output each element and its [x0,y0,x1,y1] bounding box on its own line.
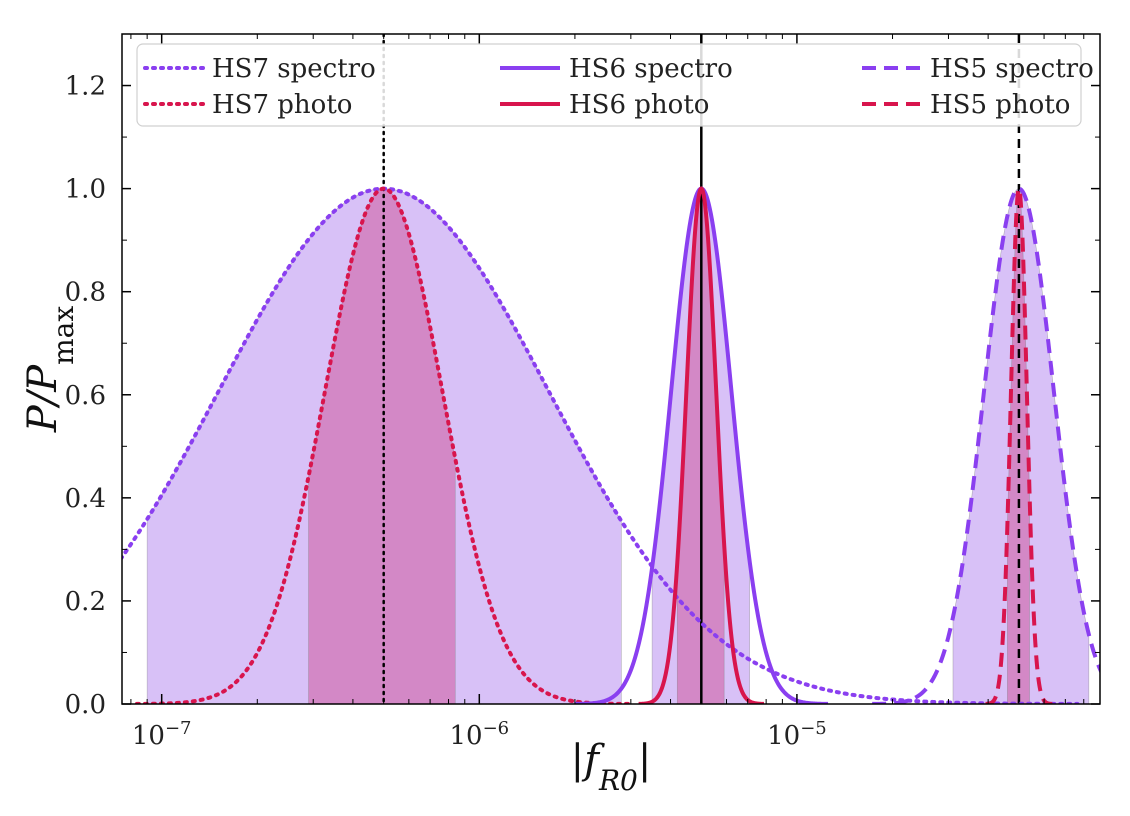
legend-item-hs7-spectro: HS7 spectro [143,54,376,84]
svg-text:HS5 photo: HS5 photo [930,90,1070,120]
legend-item-hs7-photo: HS7 photo [143,90,352,120]
plot-frame [121,33,1101,705]
legend: HS7 spectro HS7 photo HS6 spectro HS6 ph… [136,43,1094,127]
y-tick-label: 1.2 [65,72,106,102]
y-tick-label: 1.0 [65,175,106,205]
x-tick-label: 10−5 [767,718,827,752]
svg-text:HS7 photo: HS7 photo [212,90,352,120]
series-line-hs5-spectro [872,186,1100,704]
y-tick-label: 0.0 [65,690,106,720]
series-line-hs7-photo [134,186,633,704]
series-line-hs6-photo [638,186,765,704]
legend-item-hs6-spectro: HS6 spectro [500,54,733,84]
y-tick-label: 0.8 [65,278,106,308]
svg-text:HS6 spectro: HS6 spectro [569,54,733,84]
svg-text:HS6 photo: HS6 photo [569,90,709,120]
y-axis-label: P/Pmax [20,306,80,434]
svg-text:HS7 spectro: HS7 spectro [212,54,376,84]
legend-item-hs6-photo: HS6 photo [500,90,709,120]
legend-item-hs5-spectro: HS5 spectro [862,54,1094,84]
x-tick-label: 10−6 [449,718,509,752]
y-tick-label: 0.4 [65,484,106,514]
y-tick-label: 0.6 [65,381,106,411]
x-axis-label: |fR0| [571,737,652,797]
legend-item-hs5-photo: HS5 photo [862,90,1070,120]
legend-box [136,43,1082,127]
svg-text:HS5 spectro: HS5 spectro [930,54,1094,84]
y-tick-label: 0.2 [65,587,106,617]
x-tick-label: 10−7 [132,718,192,752]
